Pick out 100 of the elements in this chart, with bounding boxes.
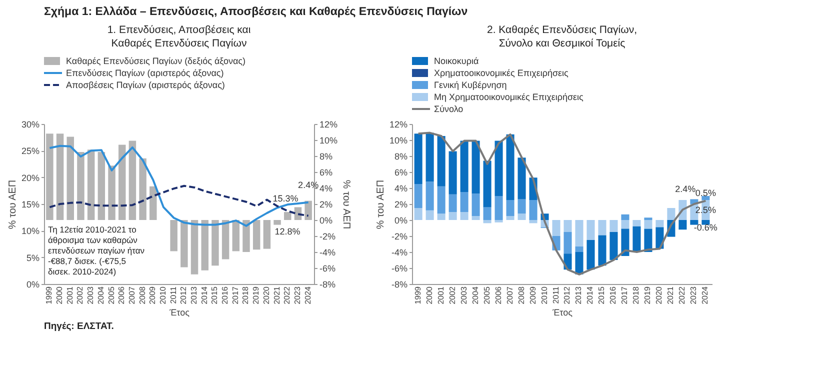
- x-tick-label: 2002: [448, 286, 457, 304]
- bar: [518, 214, 526, 220]
- y-tick-label: 30%: [21, 120, 40, 130]
- x-tick-label: 2013: [574, 286, 584, 304]
- bar: [212, 220, 219, 266]
- x-tick-label: 2008: [516, 286, 526, 304]
- y-tick-label: 25%: [21, 146, 40, 156]
- data-label: 12.8%: [274, 226, 300, 237]
- bar: [252, 220, 260, 250]
- bar: [170, 220, 178, 252]
- bar: [232, 220, 240, 252]
- y2-tick-label: 4%: [320, 184, 333, 194]
- bar: [437, 186, 446, 214]
- bar: [598, 220, 606, 236]
- bar: [586, 220, 595, 240]
- y-tick-label: 8%: [394, 152, 408, 162]
- bar: [621, 220, 630, 229]
- x-tick-label: 2020: [262, 286, 271, 304]
- x-tick-label: 2003: [459, 286, 468, 304]
- y2-tick-label: 8%: [320, 152, 333, 162]
- x-tick-label: 2022: [678, 286, 687, 304]
- x-tick-label: 2000: [424, 286, 434, 304]
- x-tick-label: 2013: [190, 286, 199, 304]
- x-tick-label: 2006: [494, 286, 503, 304]
- bar: [437, 136, 446, 186]
- bar: [621, 228, 630, 256]
- x-tick-label: 2023: [689, 286, 698, 304]
- y-tick-label: -6%: [391, 264, 408, 274]
- legend-label: Αποσβέσεις Παγίων (αριστερός άξονας): [66, 80, 225, 90]
- data-label: -0.6%: [694, 222, 718, 232]
- bar: [98, 152, 106, 220]
- x-tick-label: 2011: [168, 286, 178, 304]
- chart-title: Σχήμα 1: Ελλάδα – Επενδύσεις, Αποσβέσεις και Καθαρές Επενδύσεις Παγίων: [44, 6, 468, 18]
- x-tick-label: 2014: [200, 286, 209, 304]
- bar: [656, 220, 664, 228]
- x-tick-label: 2024: [700, 286, 710, 304]
- bar: [472, 216, 480, 220]
- bar: [575, 246, 584, 252]
- x-tick-label: 2024: [303, 286, 312, 304]
- x-tick-label: 2012: [179, 286, 188, 304]
- x-tick-label: 2017: [620, 286, 630, 304]
- data-label: 15.3%: [272, 193, 298, 204]
- bar: [586, 240, 595, 270]
- x-tick-label: 2007: [505, 286, 514, 304]
- y2-tick-label: 0%: [320, 216, 333, 226]
- bar: [414, 184, 422, 208]
- bar: [460, 192, 468, 212]
- y2-tick-label: -4%: [320, 248, 336, 258]
- bar: [448, 212, 457, 220]
- y2-axis-title: % του ΑΕΠ: [340, 180, 352, 230]
- bar: [621, 214, 630, 220]
- x-tick-label: 2004: [470, 286, 480, 304]
- y2-tick-label: 10%: [320, 136, 338, 146]
- bar: [460, 212, 468, 220]
- bar: [667, 208, 676, 220]
- bar: [506, 216, 514, 220]
- bar: [437, 214, 446, 220]
- y-tick-label: 20%: [21, 172, 40, 183]
- bar: [483, 220, 492, 224]
- bar: [690, 220, 698, 225]
- x-tick-label: 2021: [272, 286, 282, 304]
- y-tick-label: 5%: [26, 252, 40, 263]
- x-tick-label: 2001: [436, 286, 446, 304]
- y-tick-label: -8%: [391, 280, 408, 290]
- y-tick-label: 6%: [394, 168, 408, 178]
- x-tick-label: 2016: [220, 286, 230, 304]
- y-tick-label: 4%: [394, 184, 408, 194]
- y-tick-label: -4%: [391, 248, 408, 258]
- bar: [414, 208, 422, 220]
- y-tick-label: 10%: [21, 226, 40, 236]
- bar: [702, 196, 710, 200]
- x-tick-label: 2023: [292, 286, 302, 304]
- bar: [128, 140, 136, 220]
- bar: [483, 160, 492, 208]
- x-tick-label: 2021: [666, 286, 676, 304]
- chart-subtitle: 1. Επενδύσεις, Αποσβέσεις και Καθαρές Επενδύσεις Παγίων: [107, 24, 252, 50]
- bar: [426, 132, 434, 182]
- bar: [610, 220, 618, 232]
- bar: [222, 220, 230, 260]
- x-tick-label: 2011: [551, 286, 560, 304]
- bar: [77, 152, 84, 220]
- bar: [242, 220, 250, 252]
- x-tick-label: 2017: [230, 286, 240, 304]
- bar: [180, 220, 188, 268]
- y2-tick-label: 12%: [320, 120, 338, 130]
- bar: [644, 220, 652, 229]
- x-tick-label: 2016: [608, 286, 618, 304]
- bar: [506, 134, 514, 200]
- x-tick-label: 2001: [65, 286, 74, 304]
- y-tick-label: 10%: [389, 136, 408, 146]
- bar: [472, 140, 480, 194]
- bar: [139, 158, 146, 220]
- x-tick-label: 2012: [562, 286, 572, 304]
- x-tick-label: 2005: [482, 286, 492, 304]
- bar: [201, 220, 208, 270]
- y2-tick-label: 2%: [320, 200, 333, 210]
- x-tick-label: 2015: [210, 286, 220, 304]
- x-tick-label: 2005: [106, 286, 116, 304]
- bar: [632, 220, 641, 226]
- bar: [494, 140, 503, 196]
